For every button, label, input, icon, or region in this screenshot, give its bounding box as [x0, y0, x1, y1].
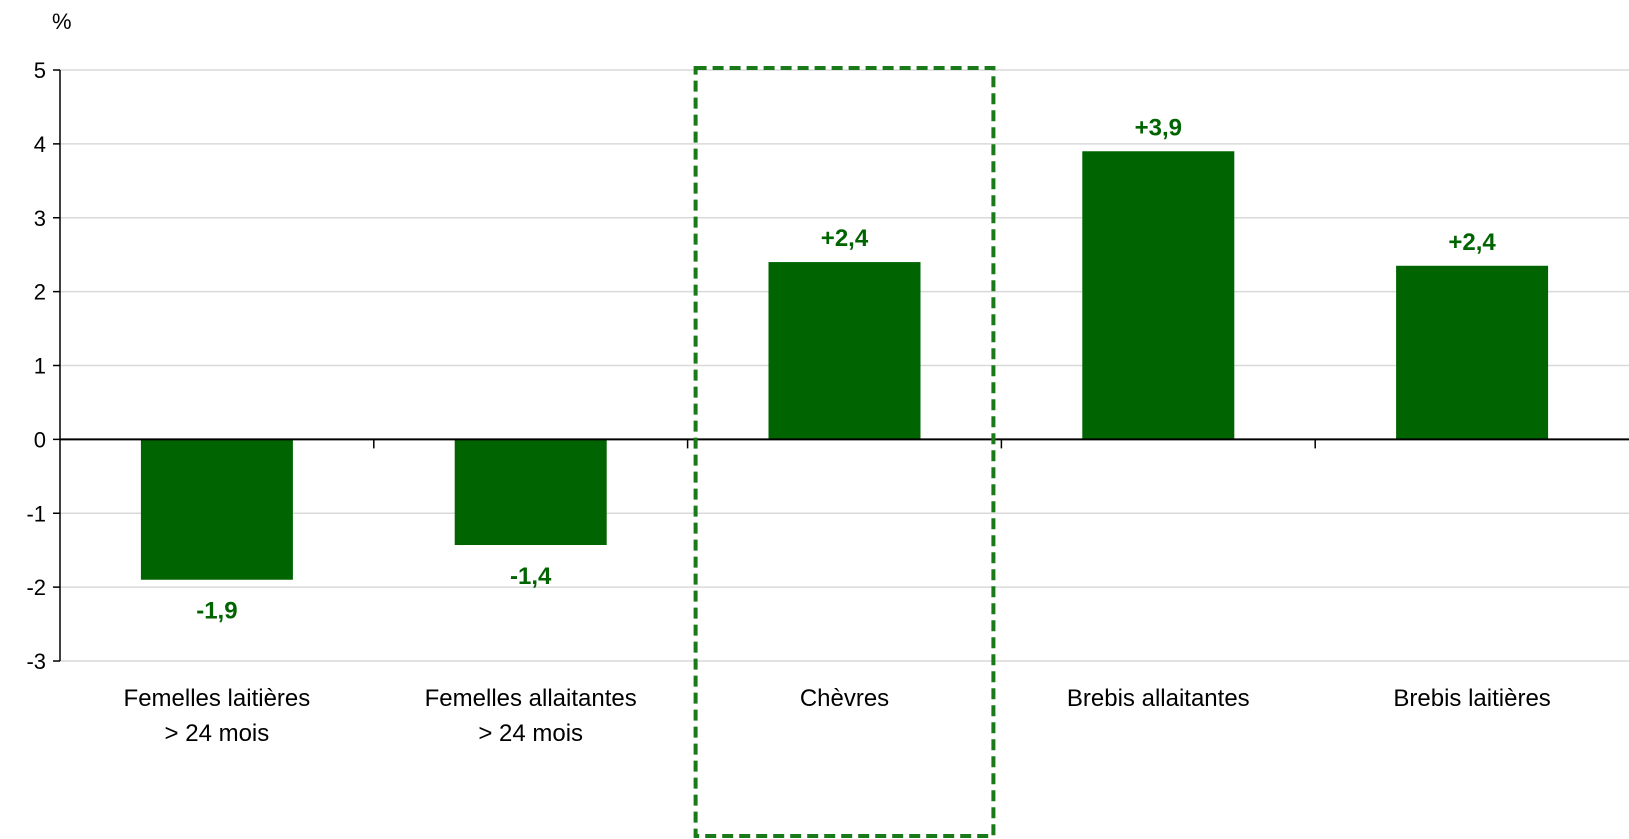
data-label: -1,9 — [196, 598, 237, 625]
bar-2 — [768, 262, 921, 440]
category-label: Femelles allaitantes — [425, 685, 637, 712]
y-tick-label: 5 — [34, 58, 46, 83]
data-label: +3,9 — [1135, 114, 1182, 141]
bar-4 — [1396, 265, 1549, 440]
bar-3 — [1082, 151, 1235, 440]
category-label: Brebis allaitantes — [1067, 685, 1250, 712]
category-label: Chèvres — [800, 685, 889, 712]
axes — [53, 69, 1629, 662]
y-unit-label: % — [52, 9, 72, 34]
highlight-frame — [693, 66, 996, 838]
data-label: +2,4 — [1448, 229, 1496, 256]
y-tick-label: 4 — [34, 132, 46, 157]
y-tick-label: 3 — [34, 206, 46, 231]
y-tick-label: -3 — [26, 649, 46, 674]
category-label: > 24 mois — [165, 720, 270, 747]
y-tick-label: 0 — [34, 427, 46, 452]
bar-1 — [454, 439, 607, 546]
y-tick-label: 2 — [34, 280, 46, 305]
category-label: Brebis laitières — [1393, 685, 1550, 712]
data-label: +2,4 — [821, 225, 869, 252]
highlight-box — [693, 66, 996, 838]
y-tick-label: -1 — [26, 501, 46, 526]
data-label: -1,4 — [510, 563, 552, 590]
category-label: > 24 mois — [478, 720, 583, 747]
bars — [140, 151, 1549, 580]
bar-0 — [140, 439, 293, 580]
y-tick-label: -2 — [26, 575, 46, 600]
category-label: Femelles laitières — [124, 685, 311, 712]
labels: % 5 4 3 2 1 0 -1 -2 -3 -1,9 Femelles laitières > 24… — [26, 9, 1550, 747]
y-tick-label: 1 — [34, 354, 46, 379]
